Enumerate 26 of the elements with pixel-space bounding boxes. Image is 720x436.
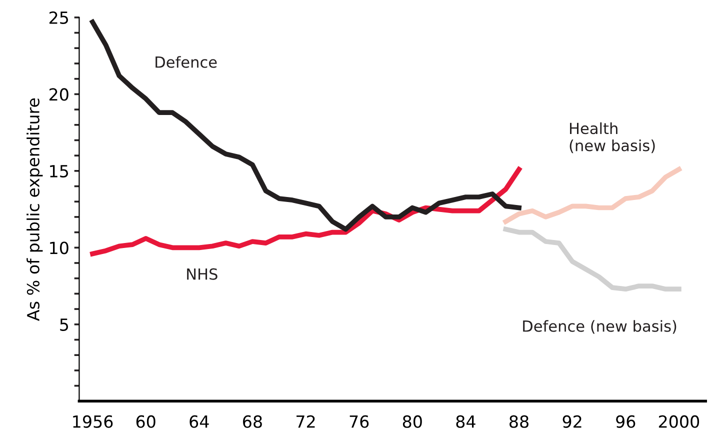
y-axis-title: As % of public expenditure xyxy=(26,98,43,321)
x-tick-label: 88 xyxy=(510,415,528,428)
x-tick-label: 80 xyxy=(402,415,422,428)
series-label: Defence xyxy=(156,56,217,68)
y-tick-label: 25 xyxy=(49,11,68,24)
y-tick-label: 5 xyxy=(60,318,68,331)
x-tick-label: 92 xyxy=(562,415,582,428)
line-series xyxy=(90,166,522,256)
x-tick-label: 76 xyxy=(350,415,369,428)
text: Defence (new basis) xyxy=(523,320,676,334)
x-tick-label: 96 xyxy=(616,415,636,428)
x-tick-label: 60 xyxy=(136,415,156,428)
line-series xyxy=(503,166,682,224)
x-tick-label: 64 xyxy=(190,415,209,428)
y-tick-label: 15 xyxy=(50,165,68,178)
x-tick-label: 72 xyxy=(296,415,315,428)
series-label: Health (new basis) xyxy=(570,122,655,154)
x-tick-label: 1956 xyxy=(73,415,113,428)
series-label: NHS xyxy=(187,268,218,280)
y-tick-label: 20 xyxy=(49,88,68,101)
x-tick-label: 2000 xyxy=(658,415,700,428)
line-series xyxy=(90,20,522,232)
x-tick-label: 84 xyxy=(456,415,476,428)
line-series xyxy=(503,226,682,292)
x-tick-label: 68 xyxy=(243,415,262,428)
y-tick-label: 10 xyxy=(50,242,68,254)
